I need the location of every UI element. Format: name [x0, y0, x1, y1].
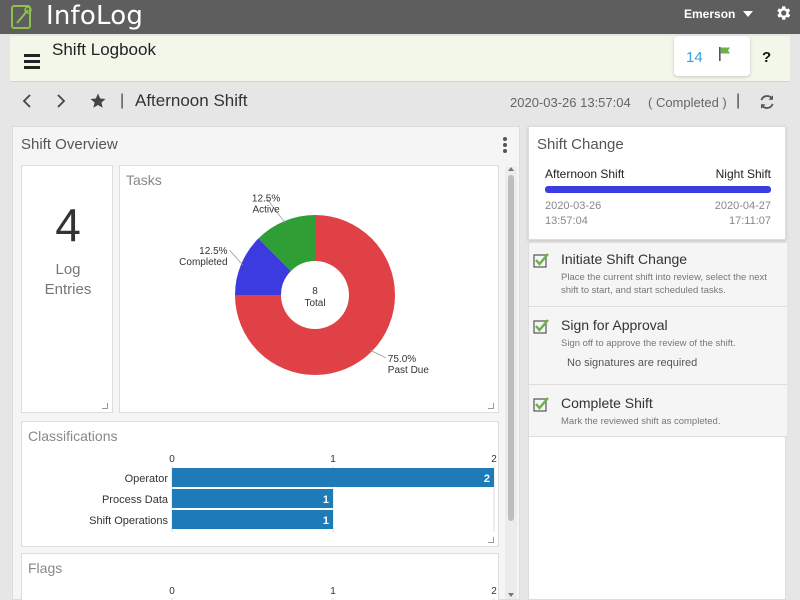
- resize-handle-icon[interactable]: [488, 537, 494, 543]
- slice-percent-label: 75.0%: [388, 354, 416, 365]
- shift-navigation: | Afternoon Shift 2020-03-26 13:57:04 ( …: [10, 84, 790, 120]
- donut-total-value: 8: [312, 286, 318, 297]
- app-logo-icon: [11, 5, 32, 29]
- to-shift-datetime: 2020-04-27 17:11:07: [714, 200, 771, 227]
- slice-percent-label: 12.5%: [252, 194, 280, 205]
- bar-category-label: Shift Operations: [89, 515, 168, 527]
- donut-total-label: Total: [304, 298, 325, 309]
- bar-category-label: Operator: [125, 473, 169, 485]
- step-complete-shift[interactable]: Complete Shift Mark the reviewed shift a…: [529, 385, 787, 437]
- bar-value-label: 1: [323, 515, 329, 527]
- from-shift-name: Afternoon Shift: [545, 167, 625, 181]
- chevron-down-icon: [743, 11, 754, 17]
- log-entries-tile[interactable]: 4 Log Entries: [21, 165, 113, 413]
- label-leader-line: [265, 197, 286, 224]
- donut-slice-completed[interactable]: [235, 238, 291, 295]
- separator: |: [120, 92, 125, 109]
- slice-category-label: Past Due: [388, 365, 430, 376]
- axis-tick-label: 2: [491, 586, 497, 597]
- scroll-up-icon[interactable]: [508, 167, 514, 171]
- shift-progress-bar: [545, 186, 771, 193]
- label-leader-line: [229, 249, 244, 266]
- bar-shift-operations[interactable]: [172, 510, 333, 529]
- panel-title: Shift Change: [537, 136, 624, 153]
- user-name: Emerson: [684, 7, 736, 21]
- tasks-tile: Tasks 75.0% Past Due 12.5% Completed 12.5% Ac…: [119, 165, 499, 413]
- flags-tile: Flags 0 1 2: [21, 553, 499, 600]
- app-title: InfoLog: [46, 1, 144, 31]
- log-entries-label: Log Entries: [44, 261, 92, 298]
- axis-tick-label: 1: [330, 454, 336, 465]
- bar-process-data[interactable]: [172, 489, 333, 508]
- to-shift-name: Night Shift: [715, 167, 771, 181]
- step-description: Mark the reviewed shift as completed.: [561, 416, 721, 427]
- axis-tick-label: 1: [330, 586, 336, 597]
- step-description: Place the current shift into review, sel…: [561, 272, 767, 296]
- chevron-left-icon[interactable]: [22, 94, 32, 108]
- help-icon[interactable]: ?: [762, 49, 772, 66]
- scroll-thumb[interactable]: [508, 175, 514, 521]
- flags-title: Flags: [28, 560, 63, 576]
- step-title: Initiate Shift Change: [561, 251, 688, 267]
- donut-slice-past-due[interactable]: [235, 215, 395, 375]
- step-note: No signatures are required: [567, 357, 698, 369]
- chevron-right-icon[interactable]: [56, 94, 66, 108]
- bar-value-label: 1: [323, 494, 329, 506]
- step-description: Sign off to approve the review of the sh…: [561, 338, 736, 349]
- flag-count: 14: [686, 49, 703, 66]
- gear-icon[interactable]: [774, 4, 792, 22]
- tasks-donut-chart: 75.0%Past Due12.5%Completed12.5%Active8T…: [179, 194, 430, 376]
- checkbox-checked-icon: [533, 319, 549, 334]
- scroll-down-icon[interactable]: [508, 593, 514, 597]
- refresh-icon[interactable]: [758, 93, 776, 111]
- app-header: InfoLog Emerson: [0, 0, 800, 34]
- log-entries-count: 4: [55, 199, 81, 251]
- checkbox-checked-icon: [533, 253, 549, 268]
- axis-tick-label: 2: [491, 454, 497, 465]
- flag-icon: [719, 47, 730, 61]
- panel-title: Shift Overview: [21, 136, 118, 153]
- classifications-bar-chart: 0 1 2 Operator 2 Process Data 1 Shift Operation…: [89, 454, 497, 532]
- step-title: Sign for Approval: [561, 317, 668, 333]
- from-shift-datetime: 2020-03-26 13:57:04: [545, 200, 602, 227]
- module-header: Shift Logbook 14 ?: [10, 36, 790, 82]
- shift-status: ( Completed ): [648, 95, 727, 110]
- step-initiate-shift-change[interactable]: Initiate Shift Change Place the current …: [529, 243, 787, 307]
- checkbox-checked-icon: [533, 397, 549, 412]
- bar-operator[interactable]: [172, 468, 494, 487]
- resize-handle-icon[interactable]: [102, 403, 108, 409]
- star-icon[interactable]: [89, 92, 107, 110]
- shift-datetime: 2020-03-26 13:57:04: [510, 95, 631, 110]
- shift-overview-panel: Shift Overview 4 Log Entries Tasks 75.0%…: [12, 126, 520, 600]
- label-leader-line: [369, 349, 386, 359]
- step-sign-for-approval[interactable]: Sign for Approval Sign off to approve th…: [529, 307, 787, 385]
- donut-slice-active[interactable]: [258, 215, 315, 271]
- slice-category-label: Completed: [179, 257, 227, 268]
- bar-category-label: Process Data: [102, 494, 169, 506]
- shift-change-panel: Shift Change Afternoon Shift Night Shift…: [528, 126, 786, 240]
- flags-bar-chart: 0 1 2: [169, 586, 497, 600]
- tasks-title: Tasks: [126, 172, 162, 188]
- separator: |: [736, 92, 741, 109]
- resize-handle-icon[interactable]: [488, 403, 494, 409]
- menu-icon[interactable]: [24, 54, 40, 69]
- shift-change-steps: Initiate Shift Change Place the current …: [528, 242, 787, 600]
- user-menu[interactable]: Emerson: [684, 5, 754, 23]
- flags-button[interactable]: 14: [674, 36, 750, 76]
- bar-value-label: 2: [484, 473, 490, 485]
- axis-tick-label: 0: [169, 454, 175, 465]
- more-options-icon[interactable]: [503, 137, 507, 153]
- slice-percent-label: 12.5%: [199, 246, 227, 257]
- classifications-tile: Classifications 0 1 2 Operator 2 Process Data…: [21, 421, 499, 547]
- step-title: Complete Shift: [561, 395, 653, 411]
- scrollbar[interactable]: [505, 167, 517, 599]
- classifications-title: Classifications: [28, 428, 118, 444]
- axis-tick-label: 0: [169, 586, 175, 597]
- slice-category-label: Active: [252, 205, 280, 216]
- module-title: Shift Logbook: [52, 40, 156, 59]
- shift-name: Afternoon Shift: [135, 91, 248, 110]
